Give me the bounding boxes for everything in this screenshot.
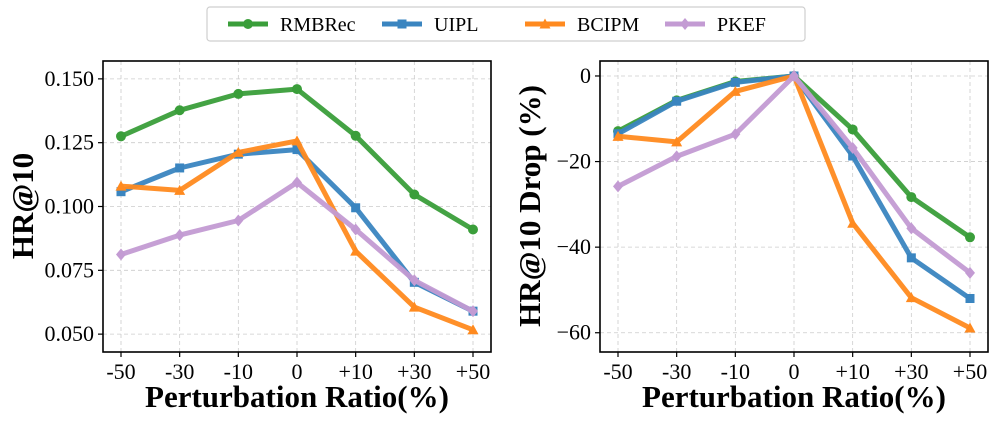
hr10-point-bcipm — [467, 324, 479, 335]
hr10-x-tick-label: -30 — [165, 359, 194, 384]
hr10-point-rmbrec — [292, 84, 302, 95]
hr10-drop-y-tick-label: 0 — [580, 63, 591, 88]
hr10-drop-x-tick-label: 0 — [789, 359, 800, 384]
hr10-drop-chart: -50 -30 -10 0 +10 +30 +50 −60 −40 −20 0 Perturbati… — [512, 60, 989, 414]
hr10-y-tick-label: 0.150 — [45, 66, 95, 91]
hr10-point-rmbrec — [233, 88, 244, 99]
hr10-x-tick-label: +10 — [338, 359, 372, 384]
legend-entry-uipl: UIPL — [382, 14, 478, 36]
hr10-series-bcipm — [115, 135, 479, 335]
hr10-point-uipl — [292, 145, 302, 155]
hr10-drop-x-tick-label: +30 — [894, 359, 928, 384]
hr10-drop-series-pkef — [613, 69, 975, 279]
hr10-point-bcipm — [350, 245, 362, 256]
hr10-drop-x-tick-label: -50 — [603, 359, 632, 384]
hr10-point-rmbrec — [350, 130, 361, 141]
legend-marker-uipl — [397, 19, 407, 29]
hr10-point-pkef — [233, 214, 244, 227]
hr10-point-pkef — [350, 223, 361, 236]
hr10-point-uipl — [116, 187, 126, 197]
hr10-point-bcipm — [232, 146, 244, 157]
hr10-drop-point-uipl — [848, 151, 858, 161]
hr10-drop-y-tick-label: −60 — [557, 320, 591, 345]
hr10-point-bcipm — [291, 135, 303, 146]
hr10-drop-point-pkef — [613, 180, 623, 193]
hr10-drop-point-pkef — [671, 150, 682, 163]
hr10-y-axis-label: HR@10 — [5, 153, 40, 259]
hr10-point-rmbrec — [116, 131, 126, 142]
hr10-drop-x-tick-label: +10 — [835, 359, 869, 384]
legend-marker-rmbrec — [243, 19, 253, 29]
hr10-point-pkef — [174, 229, 185, 242]
hr10-point-pkef — [468, 305, 478, 318]
hr10-drop-point-uipl — [672, 96, 682, 106]
legend-marker-bcipm — [539, 18, 551, 29]
hr10-drop-point-bcipm — [612, 130, 624, 141]
legend-entry-rmbrec: RMBRec — [228, 14, 356, 36]
hr10-drop-point-bcipm — [964, 322, 976, 333]
hr10-y-tick-label: 0.100 — [45, 194, 95, 219]
hr10-drop-point-bcipm — [729, 85, 741, 96]
legend-entry-pkef: PKEF — [665, 14, 766, 36]
hr10-drop-point-bcipm — [847, 217, 859, 228]
hr10-point-pkef — [409, 274, 420, 287]
hr10-point-rmbrec — [174, 105, 185, 116]
legend-label-rmbrec: RMBRec — [280, 14, 356, 36]
hr10-x-axis-label: Perturbation Ratio(%) — [145, 379, 449, 414]
hr10-x-tick-label: -10 — [224, 359, 253, 384]
hr10-drop-point-pkef — [730, 128, 741, 141]
hr10-drop-x-tick-label: -10 — [721, 359, 750, 384]
hr10-drop-point-pkef — [906, 222, 917, 235]
legend-label-uipl: UIPL — [434, 14, 478, 36]
hr10-drop-point-rmbrec — [965, 232, 975, 243]
hr10-point-uipl — [175, 163, 185, 173]
hr10-x-tick-label: +30 — [397, 359, 431, 384]
hr10-drop-x-tick-label: +50 — [953, 359, 987, 384]
legend-frame — [206, 6, 806, 42]
hr10-drop-y-axis-label: HR@10 Drop (%) — [512, 85, 547, 327]
hr10-x-tick-label: 0 — [292, 359, 303, 384]
hr10-drop-point-bcipm — [905, 292, 917, 303]
hr10-drop-point-uipl — [906, 253, 916, 263]
hr10-drop-y-tick-label: −40 — [557, 234, 591, 259]
hr10-drop-point-pkef — [847, 141, 858, 154]
hr10-x-tick-label: +50 — [456, 359, 490, 384]
hr10-point-rmbrec — [409, 189, 420, 200]
legend-label-pkef: PKEF — [717, 14, 766, 36]
hr10-point-bcipm — [174, 184, 186, 195]
hr10-y-tick-label: 0.075 — [45, 257, 95, 282]
hr10-drop-point-rmbrec — [847, 124, 858, 135]
hr10-point-pkef — [116, 248, 126, 261]
hr10-drop-point-uipl — [730, 77, 740, 87]
hr10-drop-point-pkef — [965, 266, 975, 279]
hr10-drop-x-axis-label: Perturbation Ratio(%) — [642, 379, 946, 414]
hr10-y-tick-label: 0.125 — [45, 130, 95, 155]
legend: RMBRec UIPL BCIPM PKEF — [206, 6, 806, 42]
hr10-drop-x-tick-label: -30 — [662, 359, 691, 384]
hr10-drop-point-rmbrec — [906, 192, 917, 203]
legend-entry-bcipm: BCIPM — [525, 14, 639, 36]
hr10-point-bcipm — [408, 301, 420, 312]
hr10-y-tick-label: 0.050 — [45, 321, 95, 346]
hr10-point-rmbrec — [468, 224, 478, 235]
legend-label-bcipm: BCIPM — [577, 14, 639, 36]
legend-marker-pkef — [680, 18, 690, 30]
hr10-drop-point-uipl — [965, 294, 975, 304]
hr10-point-uipl — [351, 203, 361, 213]
hr10-series-rmbrec — [116, 84, 478, 235]
hr10-drop-y-tick-label: −20 — [557, 149, 591, 174]
hr10-drop-point-bcipm — [671, 136, 683, 147]
hr10-x-tick-label: -50 — [106, 359, 135, 384]
hr10-drop-point-pkef — [789, 69, 799, 82]
hr10-chart: -50 -30 -10 0 +10 +30 +50 0.050 0.075 0.100 0.125 0… — [5, 60, 492, 414]
hr10-series-pkef — [116, 176, 478, 318]
hr10-point-bcipm — [115, 180, 127, 191]
hr10-point-pkef — [292, 176, 302, 189]
